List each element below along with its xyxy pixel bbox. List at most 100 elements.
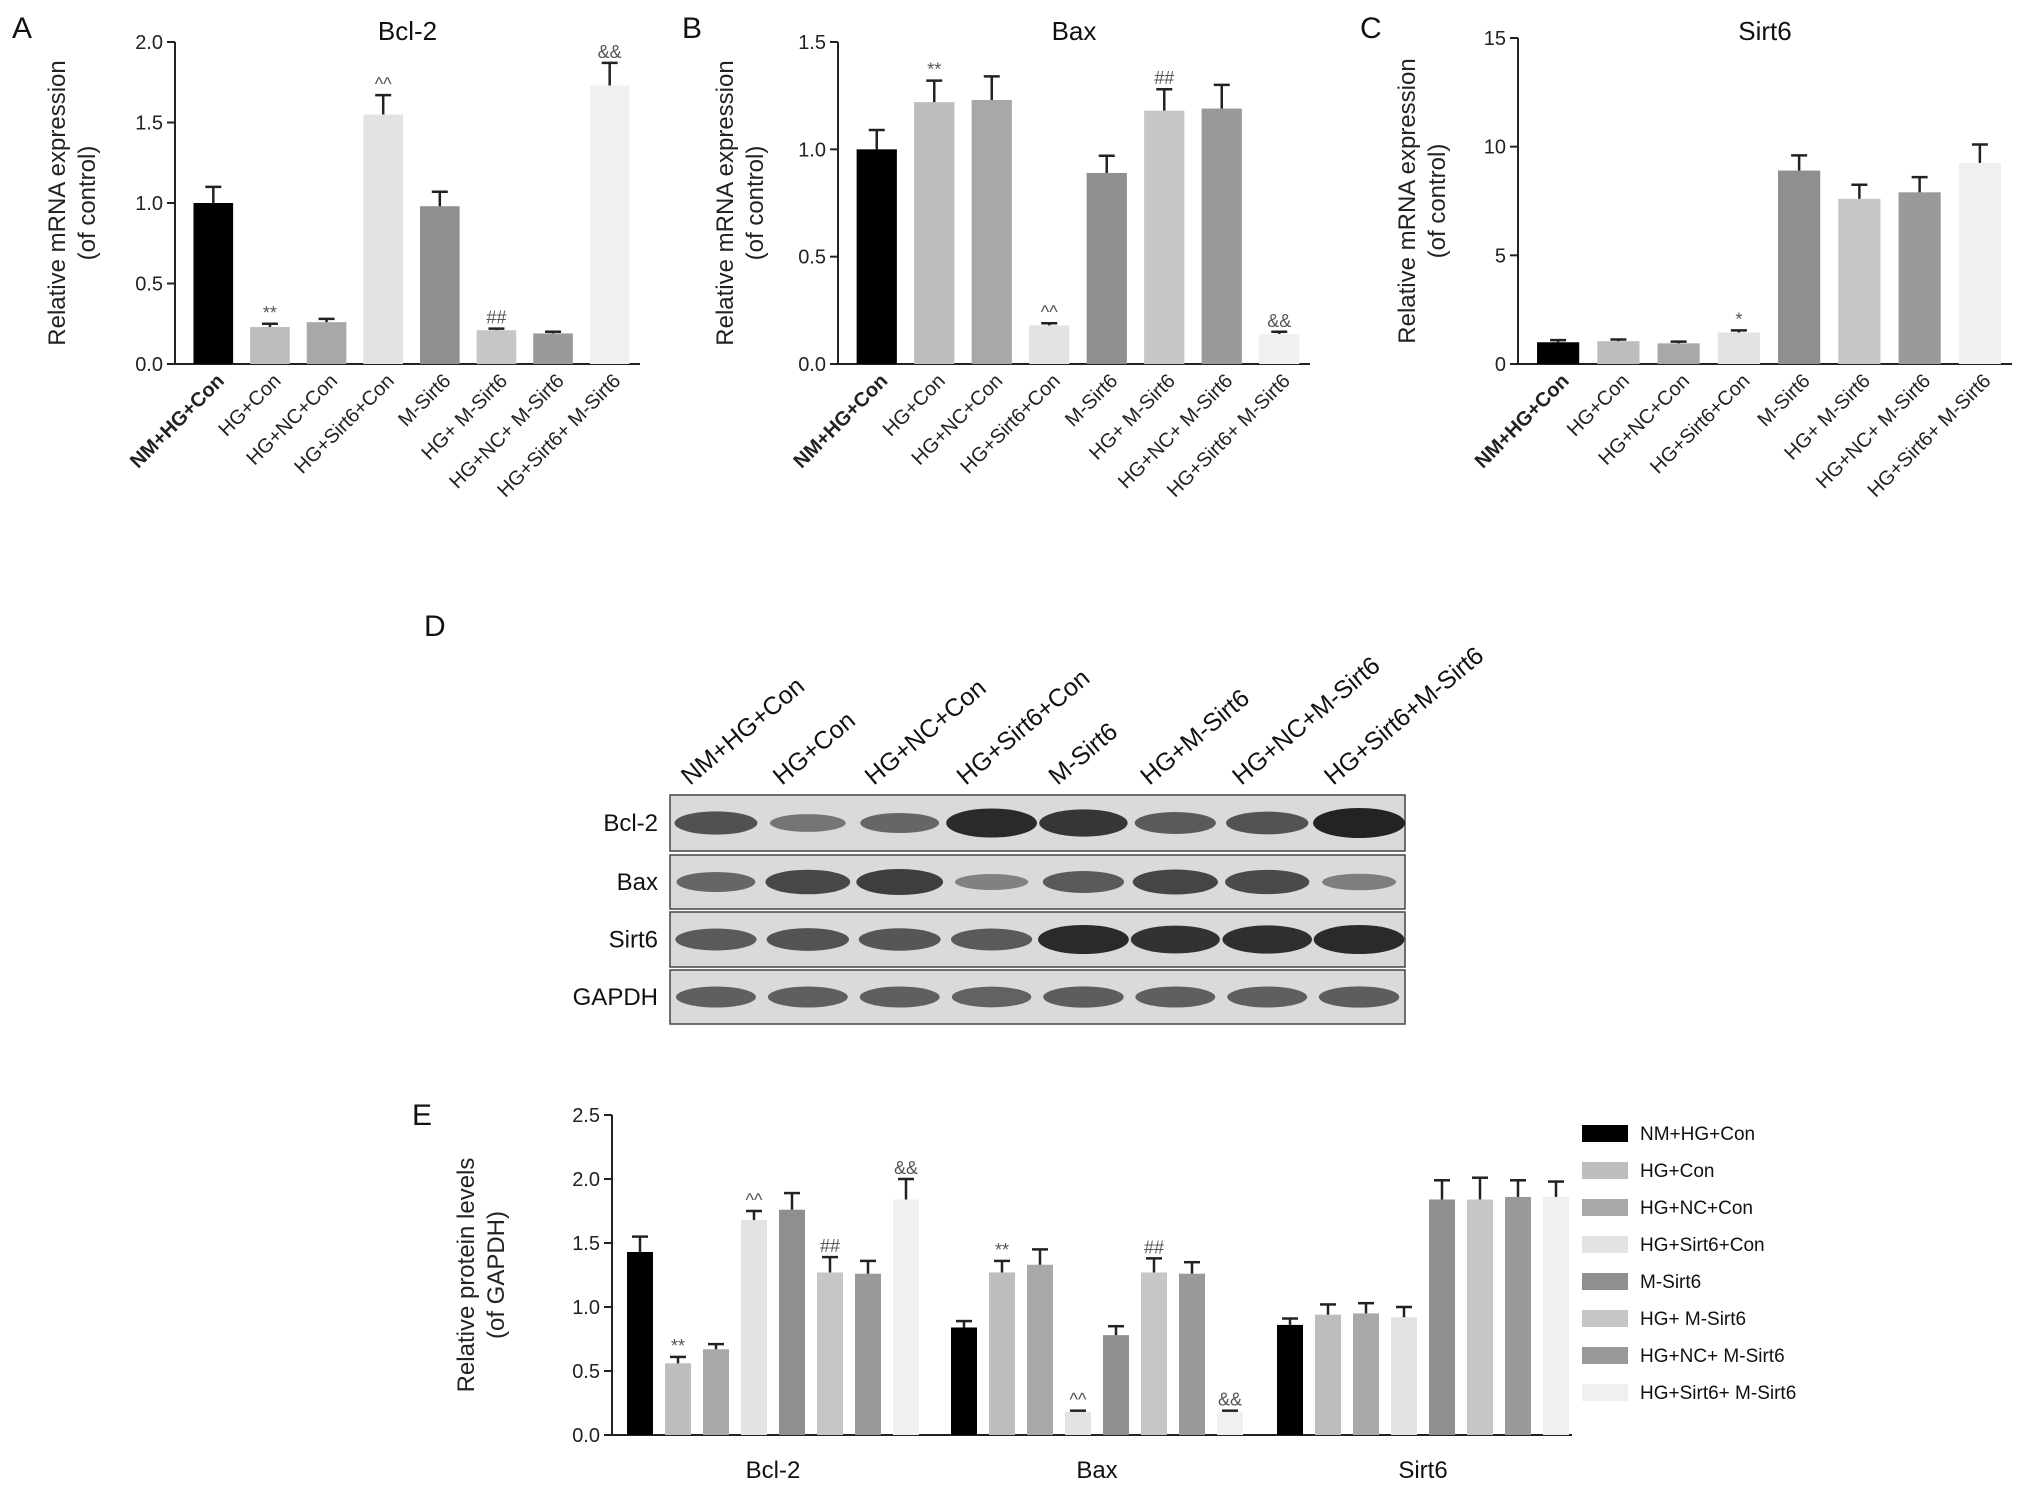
blot-band: [766, 928, 850, 951]
blot-band: [1132, 869, 1218, 895]
bar: [951, 1327, 977, 1435]
bar: [1597, 341, 1640, 364]
y-axis-label: Relative protein levels: [453, 1158, 480, 1393]
bar: [1429, 1199, 1455, 1435]
y-axis-label: Relative mRNA expression: [712, 60, 739, 345]
blot-row-label: Bcl-2: [603, 810, 658, 837]
y-tick-label: 1.0: [798, 139, 826, 161]
bar: [855, 1273, 881, 1435]
bar: [1537, 342, 1580, 364]
bar: [1201, 108, 1242, 365]
bar: [1027, 1264, 1053, 1435]
legend-swatch: [1582, 1347, 1628, 1364]
legend-swatch: [1582, 1125, 1628, 1142]
significance-label: **: [671, 1336, 685, 1356]
x-group-label: Bcl-2: [746, 1457, 801, 1484]
bar: [1144, 110, 1185, 365]
panel-e-label: E: [412, 1099, 432, 1132]
blot-band: [675, 928, 757, 951]
bar: [419, 206, 460, 364]
significance-label: &&: [1267, 311, 1291, 331]
y-axis-label: (of GAPDH): [483, 1211, 510, 1339]
bar: [1086, 172, 1127, 364]
blot-band: [860, 812, 940, 834]
blot-band: [946, 808, 1037, 838]
bar: [476, 330, 517, 364]
blot-band: [769, 814, 846, 832]
blot-row-label: GAPDH: [573, 984, 658, 1011]
bar: [1838, 198, 1881, 364]
x-group-label: Sirt6: [1398, 1457, 1447, 1484]
bar: [1717, 332, 1760, 364]
y-tick-label: 0.0: [572, 1425, 600, 1447]
y-axis-label: (of control): [742, 146, 769, 261]
significance-label: ^^: [746, 1190, 763, 1210]
chart-title: Bax: [1052, 16, 1097, 46]
y-axis-label: (of control): [74, 146, 101, 261]
bar: [1029, 325, 1070, 364]
legend-swatch: [1582, 1236, 1628, 1253]
blot-band: [856, 868, 944, 896]
bar: [989, 1272, 1015, 1435]
y-axis-label: Relative mRNA expression: [44, 60, 71, 345]
y-tick-label: 2.0: [135, 32, 163, 54]
blot-band: [859, 986, 940, 1008]
blot-band: [1039, 809, 1128, 837]
bar: [1179, 1273, 1205, 1435]
y-axis-label: (of control): [1424, 144, 1451, 259]
significance-label: **: [995, 1240, 1009, 1260]
x-group-label: Bax: [1076, 1457, 1117, 1484]
bar: [665, 1363, 691, 1435]
legend-swatch: [1582, 1273, 1628, 1290]
y-tick-label: 1.5: [798, 32, 826, 54]
chart-title: Sirt6: [1738, 16, 1791, 46]
legend-label: HG+ M-Sirt6: [1640, 1309, 1746, 1330]
bar: [741, 1219, 767, 1435]
legend-swatch: [1582, 1310, 1628, 1327]
y-tick-label: 1.5: [135, 113, 163, 135]
blot-band: [954, 874, 1029, 890]
blot-band: [1038, 924, 1129, 955]
blot-band: [950, 928, 1033, 951]
significance-label: ##: [1144, 1237, 1164, 1257]
blot-band: [767, 986, 848, 1008]
bar: [1958, 162, 2001, 364]
bar: [1277, 1324, 1303, 1435]
bar: [817, 1272, 843, 1435]
blot-band: [675, 986, 756, 1008]
y-tick-label: 1.0: [135, 193, 163, 215]
bar: [1657, 343, 1700, 364]
blot-row-label: Sirt6: [609, 927, 658, 954]
y-tick-label: 15: [1484, 28, 1506, 50]
bar: [971, 99, 1012, 365]
blot-band: [858, 928, 941, 951]
panel-a-label: A: [12, 12, 32, 45]
significance-label: ##: [1154, 68, 1174, 88]
blot-band: [1043, 986, 1124, 1008]
bar: [193, 203, 234, 364]
y-tick-label: 1.0: [572, 1297, 600, 1319]
significance-label: &&: [1218, 1390, 1242, 1410]
blot-band: [1225, 869, 1310, 895]
legend-swatch: [1582, 1162, 1628, 1179]
blot-band: [1313, 808, 1406, 838]
y-tick-label: 5: [1495, 245, 1506, 267]
legend-label: M-Sirt6: [1640, 1272, 1701, 1293]
bar: [1141, 1272, 1167, 1435]
bar: [1217, 1411, 1243, 1435]
bar: [703, 1349, 729, 1435]
blot-band: [1318, 986, 1400, 1008]
legend-label: HG+NC+ M-Sirt6: [1640, 1346, 1785, 1367]
blot-row-label: Bax: [617, 869, 658, 896]
blot-band: [765, 869, 851, 895]
bar: [1391, 1317, 1417, 1435]
significance-label: &&: [894, 1158, 918, 1178]
bar: [627, 1251, 653, 1435]
y-tick-label: 2.0: [572, 1169, 600, 1191]
blot-band: [1135, 986, 1216, 1008]
chart-panel-e: 0.0 0.5 1.0 1.5 2.0 2.5 Relative protein level…: [453, 1105, 1796, 1484]
bar: [1259, 333, 1300, 364]
bar: [1543, 1196, 1569, 1435]
bar: [363, 114, 404, 364]
bar: [1778, 170, 1821, 364]
